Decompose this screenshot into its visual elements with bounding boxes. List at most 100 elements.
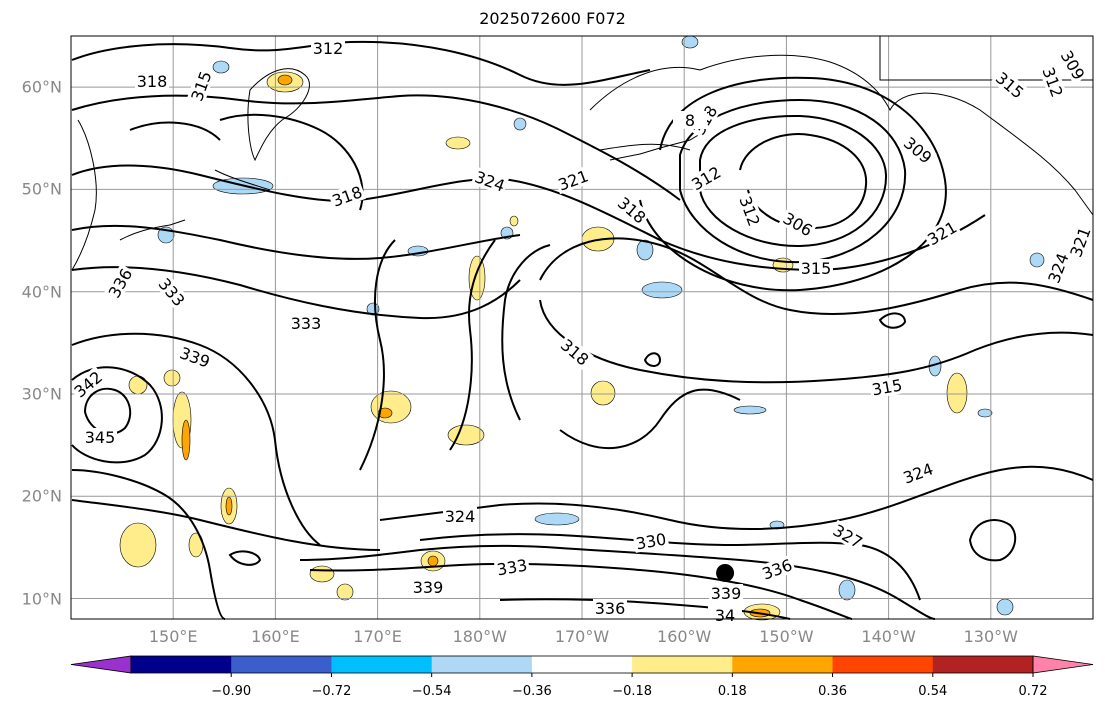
colorbar-segment xyxy=(231,656,332,673)
isentrope-contour xyxy=(379,465,1094,530)
coastline xyxy=(214,169,271,191)
contour-label-group: 345 xyxy=(83,428,117,447)
contour-label-bg xyxy=(493,555,531,579)
map-title: 2025072600 F072 xyxy=(479,9,626,28)
lon-tick-label: 140°W xyxy=(861,627,916,646)
shading-patch xyxy=(447,424,485,446)
shading-layer xyxy=(119,35,1045,621)
contour-label-bg xyxy=(470,166,510,196)
colorbar-segment xyxy=(131,656,232,673)
colorbar xyxy=(70,655,1094,677)
colorbar-segment xyxy=(632,656,733,673)
shading-patch xyxy=(641,281,683,299)
map-border xyxy=(70,35,1094,620)
contour-label-group: 8 xyxy=(673,111,707,130)
colorbar-segment xyxy=(531,656,633,673)
isentrope-contour xyxy=(219,113,364,211)
lon-tick-label: 180°W xyxy=(452,627,507,646)
isentrope-contour xyxy=(129,121,221,141)
isentrope-contour xyxy=(449,239,496,451)
contour-label-bg xyxy=(613,192,651,228)
contour-label-group: 315 xyxy=(799,259,833,278)
contour-label-group: 312 xyxy=(735,191,765,231)
isentrope-contour xyxy=(699,114,888,248)
contour-label: 34 xyxy=(715,606,735,625)
contour-label-group: 318 xyxy=(135,72,169,91)
contour-label-bg xyxy=(327,181,367,211)
isentrope-contour xyxy=(643,352,662,367)
contour-label: 8 xyxy=(685,111,695,130)
colorbar-outline xyxy=(130,655,1034,674)
colorbar-segment xyxy=(732,656,834,673)
contour-label: 315 xyxy=(801,259,832,278)
lat-tick-label: 10°N xyxy=(21,589,62,609)
contour-label-bg xyxy=(154,273,190,311)
isentrope-contour xyxy=(559,388,741,450)
contour-label-bg xyxy=(556,334,594,370)
contour-label-group: 339 xyxy=(709,584,743,603)
lon-tick-label: 160°W xyxy=(657,627,712,646)
contour-label-bg xyxy=(991,67,1029,103)
contour-label-bg xyxy=(735,191,765,231)
isentrope-contour xyxy=(968,519,1017,562)
contour-label-bg xyxy=(175,342,215,372)
lon-tick-label: 130°W xyxy=(963,627,1018,646)
contour-label-bg xyxy=(709,584,743,602)
shading-patch xyxy=(163,369,181,387)
shading-patch xyxy=(590,380,616,406)
lat-tick-label: 60°N xyxy=(21,77,62,97)
colorbar-extend-min xyxy=(70,655,132,674)
contour-label-group: 333 xyxy=(289,314,323,333)
isentrope-contour xyxy=(419,533,921,601)
isentrope-contour xyxy=(228,550,262,566)
contour-label-bg xyxy=(83,428,117,446)
shading-patch xyxy=(468,255,486,301)
shading-patch xyxy=(534,512,580,526)
colorbar-segment xyxy=(832,656,934,673)
isentrope-contour xyxy=(71,224,521,260)
lat-tick-label: 50°N xyxy=(21,179,62,199)
colorbar-tick-label: −0.54 xyxy=(411,684,452,699)
contour-label: 324 xyxy=(445,507,476,526)
isentrope-contour xyxy=(309,562,853,620)
shading-patch xyxy=(427,555,439,567)
isentrope-contour xyxy=(359,239,396,471)
isentrope-contour xyxy=(71,40,651,86)
isentrope-contour xyxy=(71,366,163,464)
contour-label-bg xyxy=(593,599,627,617)
contour-label-bg xyxy=(898,458,938,488)
isentrope-contour xyxy=(299,544,936,620)
lon-tick-label: 150°W xyxy=(759,627,814,646)
contour-label: 345 xyxy=(85,428,116,447)
contour-label: 318 xyxy=(137,72,168,91)
contour-label: 312 xyxy=(313,39,344,58)
contour-label: 336 xyxy=(595,599,626,618)
lon-tick-label: 170°W xyxy=(554,627,610,646)
contour-label-group: 330 xyxy=(632,529,670,554)
contour-label-bg xyxy=(135,72,169,90)
colorbar-extend-max xyxy=(1032,655,1094,674)
shading-patch xyxy=(309,565,335,583)
lon-tick-label: 150°E xyxy=(148,627,198,646)
shading-patch xyxy=(733,405,767,415)
colorbar-tick-label: −0.18 xyxy=(612,684,653,699)
shading-patch xyxy=(445,136,471,150)
colorbar-tick-label: 0.72 xyxy=(1018,684,1048,699)
colorbar-tick-label: −0.72 xyxy=(311,684,352,699)
colorbar-tick-label: 0.36 xyxy=(818,684,848,699)
coastline xyxy=(71,119,97,271)
lat-tick-label: 40°N xyxy=(21,282,62,302)
isentrope-contour xyxy=(878,312,907,329)
shading-patch xyxy=(838,579,856,601)
shading-patch xyxy=(977,408,993,418)
isentrope-contour xyxy=(71,332,321,546)
coastlines xyxy=(71,36,1094,271)
contour-label: 333 xyxy=(291,314,322,333)
contour-label-bg xyxy=(632,529,670,553)
shading-patch xyxy=(336,583,354,601)
colorbar-tick-label: 0.18 xyxy=(717,684,747,699)
coastline xyxy=(599,143,691,151)
contour-label-bg xyxy=(799,259,833,277)
